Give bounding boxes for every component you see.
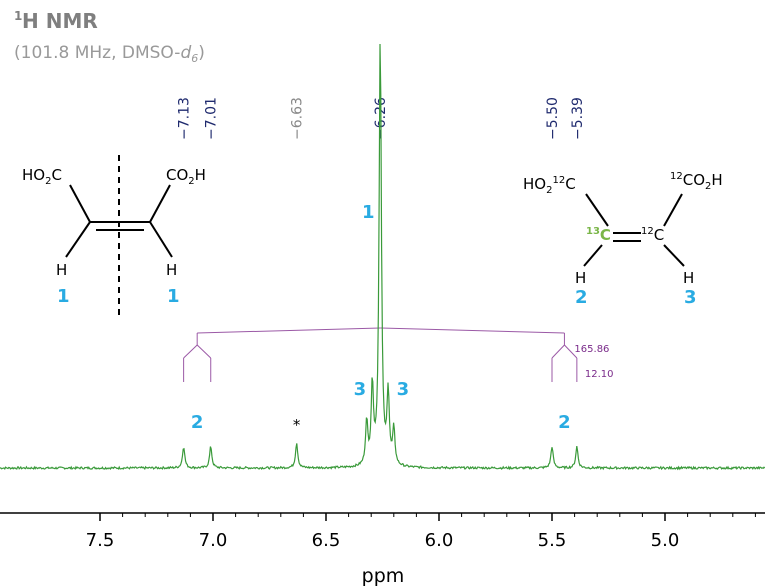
chart-title: 1 H NMR (101.8 MHz, DMSO-d6): [14, 9, 205, 65]
right-bond-2: [663, 193, 683, 227]
peak-label: −5.39: [570, 97, 586, 140]
x-tick-label: 6.0: [425, 530, 454, 551]
peak-annotation: *: [293, 416, 301, 434]
left-co2h-label: CO2H: [166, 166, 206, 187]
coupling-branch: [564, 344, 578, 359]
right-bond-h2: [663, 244, 685, 267]
x-tick-label: 7.0: [199, 530, 228, 551]
peak-label: −7.01: [204, 97, 220, 140]
right-bond-h1: [583, 244, 603, 267]
right-assign-2: 2: [575, 287, 588, 308]
left-bond-2: [149, 184, 171, 223]
right-c13-label: 13C: [586, 226, 611, 244]
left-assign-2: 1: [167, 286, 180, 307]
left-assign-1: 1: [57, 286, 70, 307]
x-tick-label: 5.0: [651, 530, 680, 551]
subtitle-prefix: (101.8 MHz, DMSO-: [14, 43, 180, 63]
coupling-branch: [196, 344, 212, 359]
right-ho2c-label: HO212C: [523, 175, 576, 196]
coupling-j-large: 165.86: [574, 344, 609, 355]
subtitle-suffix: ): [198, 43, 205, 63]
left-bond-h2: [149, 221, 173, 258]
coupling-branch: [551, 344, 565, 359]
left-h1: H: [56, 261, 67, 279]
right-assign-3: 3: [684, 287, 697, 308]
x-tick-label: 5.5: [538, 530, 567, 551]
coupling-branch: [380, 327, 565, 334]
center-assign-1: 1: [362, 202, 375, 223]
peak-annotation: 3: [397, 379, 410, 400]
left-bond-1: [69, 184, 91, 223]
x-axis: 7.5 7.0 6.5 6.0 5.5 5.0: [0, 512, 765, 551]
subtitle-solvent-d: d: [180, 43, 191, 63]
coupling-branch: [197, 327, 381, 334]
peak-annotation: 2: [191, 412, 204, 433]
left-h2: H: [166, 261, 177, 279]
coupling-tree: 165.86 12.10: [183, 327, 614, 382]
coupling-j-small: 12.10: [585, 369, 614, 380]
peak-label: −6.63: [290, 97, 306, 140]
right-c12-label: 12C: [641, 226, 664, 244]
structure-right: HO212C 12CO2H 13C 12C H H 2 3: [523, 171, 723, 308]
spectrum-trace: [0, 43, 765, 471]
x-axis-title: ppm: [362, 565, 405, 586]
subtitle-solvent-sub: 6: [191, 52, 198, 65]
right-h2: H: [683, 269, 694, 287]
x-tick-label: 6.5: [312, 530, 341, 551]
left-ho2c-label: HO2C: [22, 166, 62, 187]
peak-annotation: 2: [558, 412, 571, 433]
peak-label: −7.13: [177, 97, 193, 140]
right-h1: H: [575, 269, 586, 287]
left-bond-h1: [65, 221, 91, 258]
x-tick-label: 7.5: [86, 530, 115, 551]
peak-label: −5.50: [545, 97, 561, 140]
peak-annotation: 3: [354, 379, 367, 400]
title-nucleus-superscript: 1: [14, 9, 22, 23]
right-co2h-label: 12CO2H: [670, 171, 723, 192]
coupling-branch: [183, 344, 198, 359]
peak-annotations: 2 * 3 3 2: [191, 379, 571, 434]
right-bond-1: [585, 193, 609, 227]
subtitle-conditions: (101.8 MHz, DMSO-d6): [14, 43, 205, 65]
structure-left: HO2C CO2H H H 1 1: [22, 155, 206, 318]
title-nucleus: H NMR: [22, 9, 98, 33]
